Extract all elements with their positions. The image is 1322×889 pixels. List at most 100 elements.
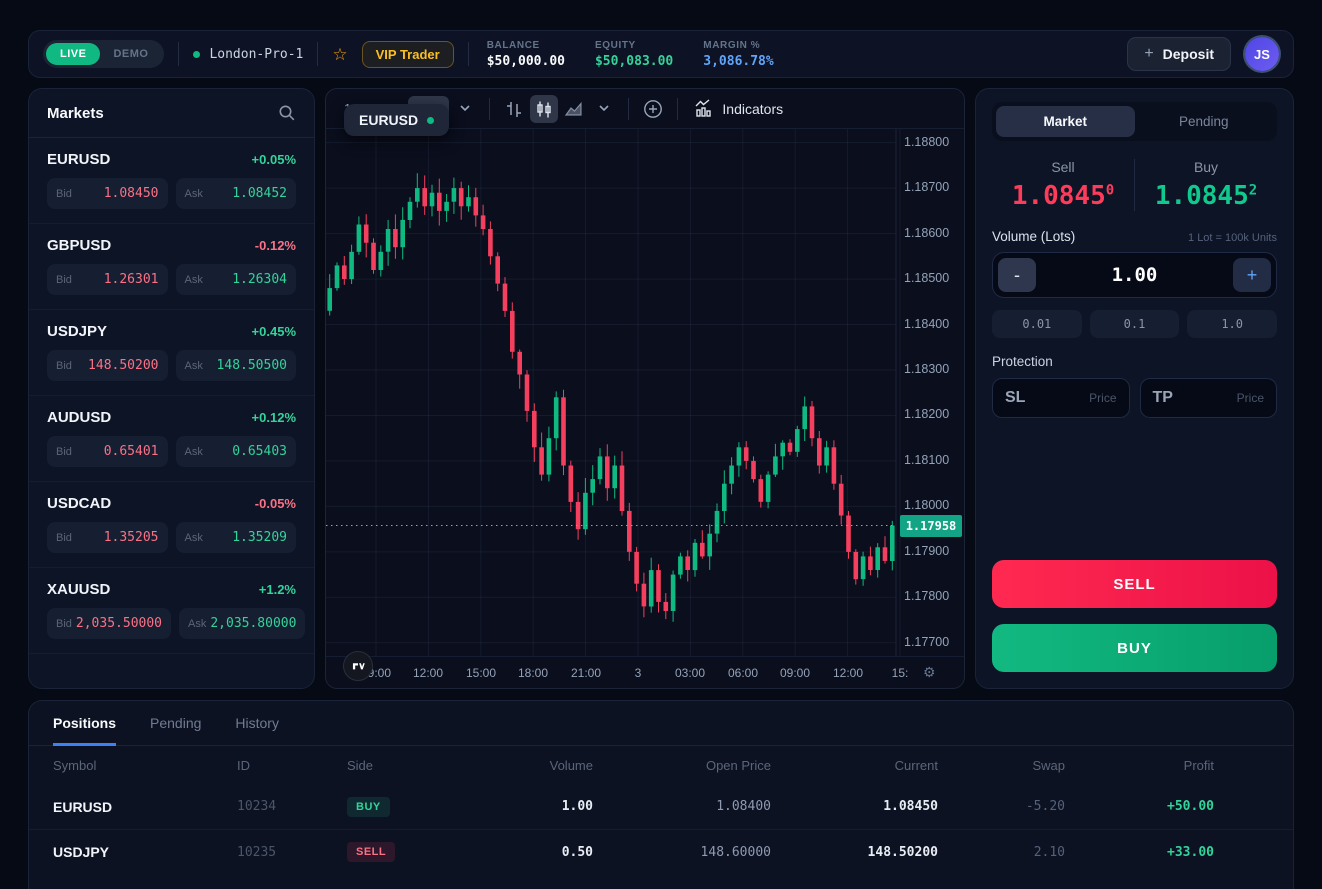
side-badge: BUY — [347, 796, 390, 817]
price-axis-label: 1.18600 — [904, 226, 950, 240]
plus-icon: + — [1144, 45, 1154, 62]
market-row-eurusd[interactable]: EURUSD +0.05% Bid 1.08450 Ask 1.08452 — [29, 138, 314, 224]
tradingview-logo[interactable] — [343, 651, 373, 681]
candles-chart-type-icon[interactable] — [530, 94, 559, 123]
search-icon[interactable] — [278, 104, 296, 122]
star-icon: ☆ — [332, 44, 348, 64]
positions-tab-positions[interactable]: Positions — [53, 715, 117, 746]
volume-preset-0.01[interactable]: 0.01 — [992, 310, 1082, 338]
chart-symbol-badge[interactable]: EURUSD — [344, 104, 450, 136]
order-type-tabs: Market Pending — [992, 102, 1277, 141]
candlestick-chart[interactable] — [326, 129, 965, 656]
timeframe-dropdown-chevron-icon[interactable] — [451, 95, 479, 123]
stop-loss-input[interactable]: SL Price — [992, 378, 1130, 418]
market-open-status-icon — [427, 116, 435, 124]
market-row-gbpusd[interactable]: GBPUSD -0.12% Bid 1.26301 Ask 1.26304 — [29, 224, 314, 310]
volume-decrease-button[interactable]: - — [998, 258, 1036, 292]
sell-button[interactable]: SELL — [992, 560, 1277, 608]
divider — [677, 97, 679, 120]
positions-tabs: Positions Pending History — [29, 701, 1293, 746]
market-change-badge: +0.12% — [251, 410, 296, 425]
market-symbol: AUDUSD — [47, 409, 112, 426]
avatar[interactable]: JS — [1245, 37, 1279, 71]
time-axis-label: 21:00 — [570, 666, 602, 680]
area-chart-type-icon[interactable] — [560, 95, 588, 123]
market-row-audusd[interactable]: AUDUSD +0.12% Bid 0.65401 Ask 0.65403 — [29, 396, 314, 482]
time-axis[interactable]: 09:00 12:00 15:00 18:00 21:00 3 03:00 06… — [326, 656, 964, 688]
axis-settings-gear-icon[interactable]: ⚙ — [923, 664, 936, 680]
time-axis-label: 15: — [891, 666, 909, 680]
divider — [467, 42, 469, 66]
divider — [317, 42, 319, 66]
chart-body[interactable]: 1.18800 1.18700 1.18600 1.18500 1.18400 … — [326, 129, 964, 688]
sell-quote[interactable]: Sell 1.08450 — [1011, 159, 1115, 211]
ask-box[interactable]: Ask 1.35209 — [175, 522, 296, 553]
divider — [628, 97, 630, 120]
positions-tab-history[interactable]: History — [235, 715, 279, 731]
take-profit-input[interactable]: TP Price — [1139, 378, 1277, 418]
column-header-current: Current — [894, 757, 938, 773]
indicators-button[interactable]: Indicators — [688, 95, 789, 122]
volume-preset-0.1[interactable]: 0.1 — [1089, 310, 1180, 338]
column-header-swap: Swap — [1032, 757, 1065, 773]
bid-box[interactable]: Bid 1.08450 — [47, 178, 168, 209]
bid-box[interactable]: Bid 148.50200 — [47, 350, 168, 381]
price-axis-label: 1.17900 — [904, 544, 950, 558]
buy-quote[interactable]: Buy 1.08452 — [1134, 159, 1277, 211]
market-change-badge: +1.2% — [258, 582, 296, 597]
ask-box[interactable]: Ask 2,035.80000 — [179, 608, 306, 639]
bid-box[interactable]: Bid 1.26301 — [47, 264, 168, 295]
current-price-badge: 1.17958 — [900, 515, 962, 537]
deposit-button[interactable]: + Deposit — [1127, 37, 1231, 71]
price-axis-label: 1.18100 — [904, 453, 950, 467]
time-axis-label: 06:00 — [727, 666, 759, 680]
ask-box[interactable]: Ask 148.50500 — [175, 350, 296, 381]
indicators-icon — [694, 99, 713, 118]
time-axis-label: 15:00 — [465, 666, 497, 680]
time-axis-label: 18:00 — [517, 666, 549, 680]
account-stat-equity: EQUITY $50,083.00 — [594, 39, 674, 69]
market-symbol: GBPUSD — [47, 237, 112, 254]
lot-hint: 1 Lot = 100k Units — [1188, 232, 1277, 244]
account-mode-toggle[interactable]: LIVE DEMO — [43, 40, 165, 68]
market-row-xauusd[interactable]: XAUUSD +1.2% Bid 2,035.50000 Ask 2,035.8… — [29, 568, 314, 654]
order-tab-pending[interactable]: Pending — [1178, 114, 1229, 129]
volume-increase-button[interactable]: + — [1233, 258, 1271, 292]
ask-box[interactable]: Ask 1.08452 — [175, 178, 296, 209]
bid-box[interactable]: Bid 1.35205 — [47, 522, 168, 553]
column-header-volume: Volume — [549, 757, 593, 773]
ask-box[interactable]: Ask 0.65403 — [175, 436, 296, 467]
buy-button[interactable]: BUY — [992, 624, 1277, 672]
markets-header: Markets — [29, 89, 314, 138]
side-badge: SELL — [347, 842, 396, 862]
market-change-badge: -0.05% — [254, 496, 296, 511]
volume-input[interactable]: 1.00 — [1111, 264, 1158, 286]
order-tab-market[interactable]: Market — [996, 106, 1135, 137]
position-row-eurusd[interactable]: EURUSD 10234 BUY 1.00 1.08400 1.08450 -5… — [53, 796, 1214, 817]
volume-preset-1.0[interactable]: 1.0 — [1187, 310, 1278, 338]
topbar-stats: BALANCE $50,000.00 EQUITY $50,083.00 MAR… — [487, 40, 774, 69]
market-change-badge: +0.45% — [251, 324, 296, 339]
live-toggle[interactable]: LIVE — [46, 43, 101, 65]
quantity-stepper: - 1.00 + — [992, 252, 1277, 298]
time-axis-label: 3 — [634, 666, 642, 680]
chart-type-chevron-icon[interactable] — [590, 95, 618, 123]
market-row-usdcad[interactable]: USDCAD -0.05% Bid 1.35205 Ask 1.35209 — [29, 482, 314, 568]
position-row-usdjpy[interactable]: USDJPY 10235 SELL 0.50 148.60000 148.502… — [29, 829, 1293, 874]
ask-box[interactable]: Ask 1.26304 — [175, 264, 296, 295]
markets-title: Markets — [47, 104, 104, 122]
positions-tab-pending[interactable]: Pending — [150, 715, 202, 731]
bid-box[interactable]: Bid 0.65401 — [47, 436, 168, 467]
positions-panel: Positions Pending History Symbol ID Side… — [28, 700, 1294, 889]
markets-list: EURUSD +0.05% Bid 1.08450 Ask 1.08452 GB… — [29, 138, 314, 654]
bars-chart-type-icon[interactable] — [500, 95, 528, 123]
demo-toggle[interactable]: DEMO — [113, 48, 149, 60]
divider — [178, 42, 180, 66]
bid-box[interactable]: Bid 2,035.50000 — [47, 608, 171, 639]
account-stat-margin: MARGIN % 3,086.78% — [703, 39, 774, 69]
market-row-usdjpy[interactable]: USDJPY +0.45% Bid 148.50200 Ask 148.5050… — [29, 310, 314, 396]
compare-plus-icon[interactable] — [639, 95, 667, 123]
server-name: London-Pro-1 — [209, 46, 304, 62]
price-axis-label: 1.18300 — [904, 362, 950, 376]
positions-table-body: EURUSD 10234 BUY 1.00 1.08400 1.08450 -5… — [29, 784, 1293, 874]
